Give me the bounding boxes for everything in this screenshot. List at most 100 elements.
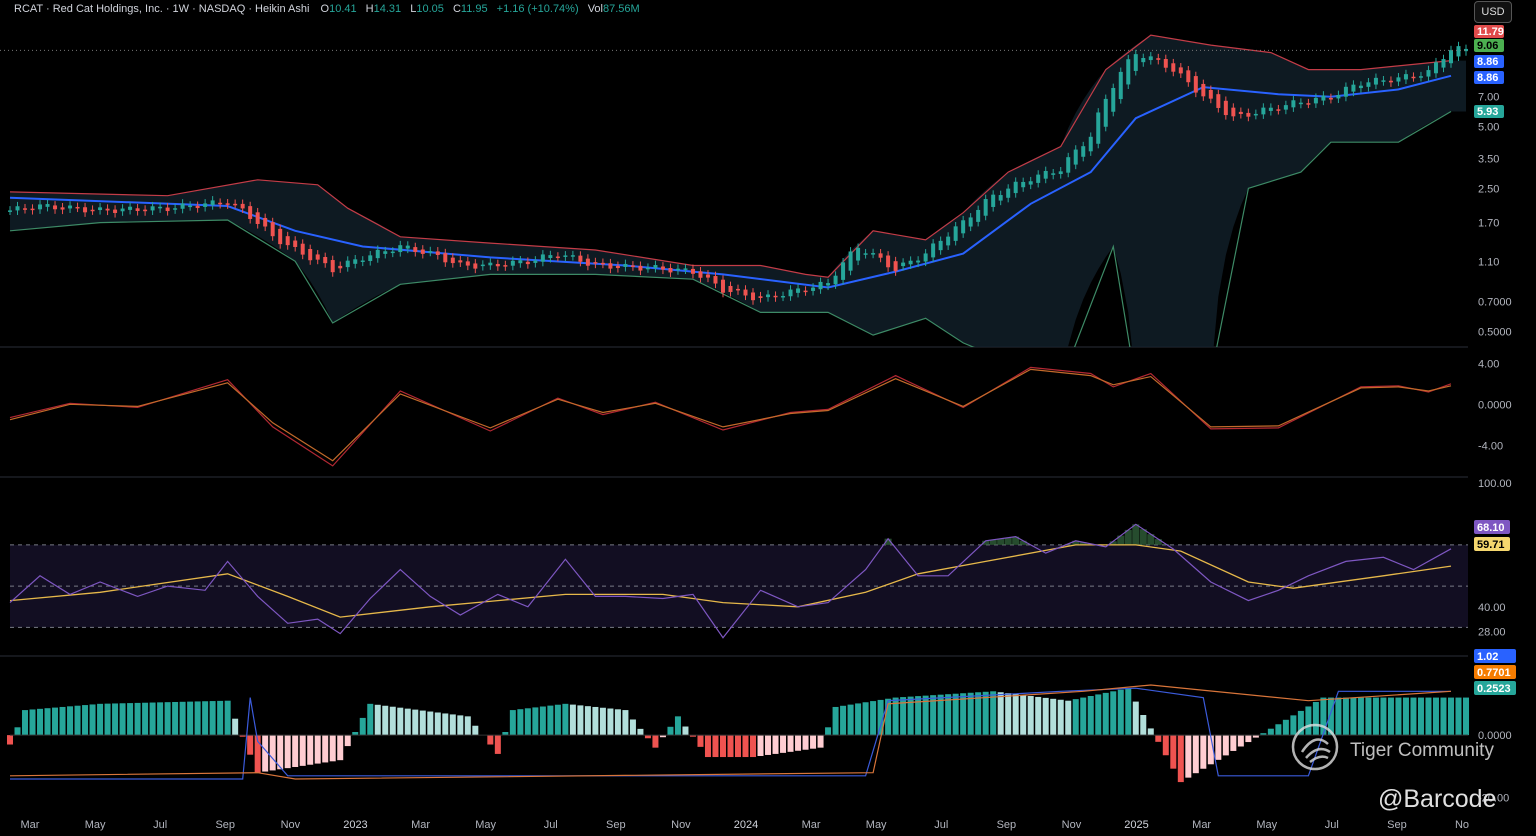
histogram-bar bbox=[494, 735, 501, 754]
candle-body bbox=[150, 206, 155, 211]
candle-body bbox=[1253, 113, 1258, 116]
candle-body bbox=[1388, 80, 1393, 83]
rsi-overbought-fill bbox=[1079, 542, 1087, 545]
histogram-bar bbox=[1312, 702, 1319, 736]
candle-body bbox=[285, 236, 290, 246]
candle-body bbox=[15, 206, 20, 211]
candle-body bbox=[736, 288, 740, 291]
histogram-bar bbox=[67, 706, 74, 736]
histogram-bar bbox=[412, 709, 419, 736]
histogram-bar bbox=[689, 735, 696, 737]
histogram-bar bbox=[1342, 697, 1349, 736]
candle-body bbox=[803, 290, 808, 293]
histogram-bar bbox=[1117, 689, 1124, 736]
histogram-bar bbox=[1380, 697, 1387, 736]
price-badge-label: 8.86 bbox=[1477, 72, 1498, 84]
candle-body bbox=[720, 279, 725, 293]
candle-body bbox=[600, 262, 605, 265]
candle-body bbox=[188, 205, 193, 208]
histogram-bar bbox=[930, 695, 937, 736]
candle-body bbox=[1208, 89, 1213, 99]
candle-body bbox=[240, 203, 245, 209]
candle-body bbox=[428, 251, 433, 253]
candle-body bbox=[120, 208, 125, 212]
histogram-bar bbox=[1035, 696, 1042, 736]
candle-body bbox=[60, 207, 65, 210]
candle-body bbox=[1111, 87, 1116, 112]
histogram-bar bbox=[1425, 697, 1432, 736]
histogram-bar bbox=[622, 710, 629, 736]
candle-body bbox=[773, 295, 778, 298]
macd-axis-tick: -4.00 bbox=[1478, 440, 1503, 452]
candle-body bbox=[1366, 82, 1371, 87]
histogram-bar bbox=[682, 726, 689, 736]
candle-body bbox=[555, 256, 560, 259]
histogram-bar bbox=[922, 695, 929, 736]
candle-body bbox=[705, 274, 710, 278]
histogram-bar bbox=[1305, 706, 1312, 736]
histogram-bar bbox=[1440, 697, 1447, 736]
candle-body bbox=[668, 267, 673, 273]
histogram-bar bbox=[652, 735, 659, 748]
rsi-axis-tick: 40.00 bbox=[1478, 602, 1506, 614]
candle-body bbox=[758, 296, 763, 298]
histogram-bar bbox=[337, 735, 344, 761]
candle-body bbox=[1426, 70, 1431, 77]
rsi-overbought-fill bbox=[997, 538, 1005, 545]
histogram-bar bbox=[629, 719, 636, 736]
histogram-bar bbox=[52, 707, 59, 736]
rsi-overbought-fill bbox=[1132, 524, 1140, 545]
histogram-bar bbox=[1387, 697, 1394, 736]
candle-body bbox=[743, 289, 748, 296]
price-axis-tick: 0.5000 bbox=[1478, 326, 1512, 338]
currency-button[interactable]: USD bbox=[1474, 1, 1512, 23]
price-badge-label: 11.79 bbox=[1477, 26, 1504, 38]
histogram-bar bbox=[614, 709, 621, 736]
histogram-bar bbox=[997, 692, 1004, 736]
histogram-bar bbox=[1140, 715, 1147, 736]
rsi-badge-label: 59.71 bbox=[1477, 539, 1505, 551]
histogram-bar bbox=[915, 696, 922, 736]
histogram-bar bbox=[299, 735, 306, 766]
time-axis-tick: Sep bbox=[215, 819, 235, 831]
histogram-bar bbox=[284, 735, 291, 769]
price-axis-tick: 3.50 bbox=[1478, 153, 1499, 165]
candle-body bbox=[660, 266, 665, 270]
histogram-bar bbox=[637, 728, 644, 736]
histogram-bar bbox=[22, 710, 29, 736]
candle-body bbox=[833, 275, 838, 285]
time-axis-tick: Mar bbox=[21, 819, 40, 831]
community-watermark: Tiger Community bbox=[1350, 740, 1494, 761]
histogram-bar bbox=[44, 708, 51, 736]
candle-body bbox=[405, 245, 410, 249]
candle-body bbox=[1343, 86, 1348, 97]
histogram-bar bbox=[82, 705, 89, 736]
candle-body bbox=[278, 228, 283, 245]
histogram-bar bbox=[292, 735, 299, 768]
candle-body bbox=[1178, 67, 1183, 74]
candle-body bbox=[946, 236, 951, 246]
histogram-bar bbox=[659, 735, 666, 738]
histogram-bar bbox=[1365, 697, 1372, 736]
time-axis-tick: Jul bbox=[544, 819, 558, 831]
candle-body bbox=[690, 268, 695, 274]
candle-body bbox=[608, 263, 613, 269]
rsi-badge bbox=[1474, 520, 1510, 534]
histogram-bar bbox=[1132, 701, 1139, 736]
histogram-bar bbox=[667, 726, 674, 736]
macd-signal-line bbox=[9, 368, 1452, 462]
histogram-bar bbox=[442, 713, 449, 736]
histogram-bar bbox=[802, 735, 809, 750]
candle-body bbox=[570, 255, 575, 257]
candle-body bbox=[300, 243, 305, 255]
candle-body bbox=[383, 251, 388, 254]
candle-body bbox=[1448, 50, 1453, 64]
candle-body bbox=[1336, 94, 1341, 99]
candle-body bbox=[503, 265, 508, 267]
rsi-line bbox=[9, 523, 1452, 639]
candle-body bbox=[1066, 157, 1071, 173]
histogram-bar bbox=[149, 702, 156, 736]
histogram-bar bbox=[59, 706, 66, 736]
time-axis-tick: 2023 bbox=[343, 819, 367, 831]
